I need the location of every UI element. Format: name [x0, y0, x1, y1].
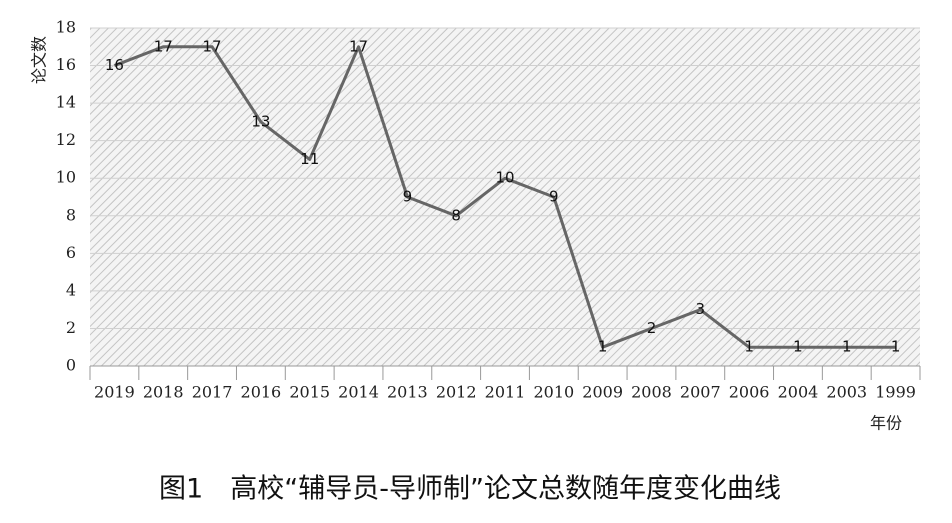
x-tick-label: 2010 [533, 383, 574, 402]
x-axis-label: 年份 [870, 414, 902, 433]
x-tick-label: 2018 [143, 383, 184, 402]
data-label: 17 [154, 37, 173, 55]
line [113, 45, 896, 349]
plot-area [90, 28, 920, 366]
x-tick-label: 2013 [387, 383, 428, 402]
x-tick-label: 2008 [631, 383, 672, 402]
x-tick-label: 2017 [192, 383, 233, 402]
x-tick-label: 2004 [778, 383, 819, 402]
data-label: 3 [696, 300, 706, 318]
data-label: 11 [300, 150, 319, 168]
y-tick-label: 8 [66, 205, 76, 224]
data-label: 13 [251, 112, 270, 130]
x-tick-label: 2003 [826, 383, 867, 402]
y-tick-label: 12 [56, 130, 76, 149]
y-tick-label: 4 [66, 280, 76, 299]
data-label: 1 [891, 338, 901, 356]
x-tick-label: 2012 [436, 383, 477, 402]
y-tick-label: 10 [56, 168, 76, 187]
y-tick-label: 14 [56, 93, 76, 112]
y-tick-label: 0 [66, 356, 76, 375]
x-tick-label: 2016 [241, 383, 282, 402]
data-label: 1 [598, 338, 608, 356]
data-label: 17 [203, 37, 222, 55]
data-label: 16 [105, 56, 124, 74]
data-label: 1 [793, 338, 803, 356]
x-tick-label: 2009 [582, 383, 623, 402]
x-tick-label: 2007 [680, 383, 721, 402]
data-label: 1 [842, 338, 852, 356]
y-tick-label: 16 [56, 55, 76, 74]
x-tick-label: 2014 [338, 383, 379, 402]
data-label: 17 [349, 37, 368, 55]
data-label: 2 [647, 319, 657, 337]
y-tick-label: 18 [56, 18, 76, 37]
x-tick-label: 2019 [94, 383, 135, 402]
caption: 图1 高校“辅导员-导师制”论文总数随年度变化曲线 [159, 474, 781, 505]
y-tick-label: 6 [66, 243, 76, 262]
data-label: 10 [495, 169, 514, 187]
x-tick-label: 1999 [875, 383, 916, 402]
x-tick-label: 2015 [289, 383, 330, 402]
data-label: 9 [549, 188, 559, 206]
x-tick-label: 2006 [729, 383, 770, 402]
y-tick-label: 2 [66, 318, 76, 337]
data-label: 9 [403, 188, 413, 206]
data-label: 8 [451, 206, 461, 224]
y-axis-label: 论文数 [30, 36, 49, 84]
x-tick-label: 2011 [485, 383, 526, 402]
data-label: 1 [744, 338, 754, 356]
